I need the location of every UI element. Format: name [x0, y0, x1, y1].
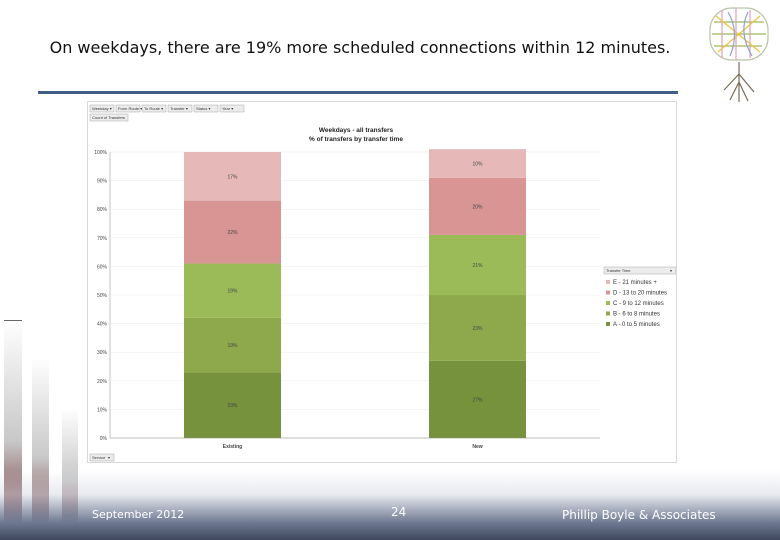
data-label: 19% [227, 289, 238, 295]
svg-text:Year ▾: Year ▾ [222, 106, 233, 111]
axis-button[interactable]: Service ▾ [89, 453, 115, 462]
bars: 23% 19% 19% 22% 17% 27% 23% 21% 20% 10% [184, 149, 526, 438]
y-tick-label: 0% [100, 436, 108, 442]
x-tick-label: Existing [223, 444, 242, 450]
y-tick-label: 60% [97, 264, 108, 270]
title-divider [38, 91, 678, 94]
data-label: 17% [227, 174, 238, 180]
legend-label: C - 9 to 12 minutes [613, 301, 664, 307]
page-number: 24 [391, 505, 407, 519]
data-label: 19% [227, 343, 238, 349]
bar-segment-b [184, 317, 281, 373]
legend-swatch [606, 290, 610, 295]
filter-button[interactable]: Transfer ▾ [167, 104, 193, 113]
y-tick-label: 10% [97, 407, 108, 413]
footer-band [0, 470, 780, 540]
pivot-chart: Weekday ▾ From Route ▾ To Route ▾ Transfer … [87, 101, 677, 463]
field-button[interactable]: Count of Transfers [89, 113, 129, 122]
bar-segment-c [184, 263, 281, 318]
y-tick-label: 50% [97, 293, 108, 299]
tree-logo-icon [709, 7, 769, 102]
bar-segment-e [184, 152, 281, 201]
legend-swatch [606, 301, 610, 305]
footer-date: September 2012 [92, 508, 185, 521]
legend-dropdown[interactable]: Transfer Time ▾ [603, 266, 676, 275]
svg-text:From Route ▾: From Route ▾ [118, 106, 142, 111]
y-tick-label: 90% [97, 179, 108, 185]
y-tick-label: 40% [97, 322, 108, 328]
legend-swatch [606, 322, 610, 326]
filter-button[interactable]: Status ▾ [193, 104, 219, 113]
svg-text:Transfer ▾: Transfer ▾ [170, 106, 188, 111]
bar-segment-a [429, 360, 526, 438]
legend-swatch [606, 311, 610, 316]
svg-text:Status ▾: Status ▾ [196, 106, 210, 111]
bar-segment-e [429, 149, 526, 178]
legend-label: D - 13 to 20 minutes [613, 291, 667, 297]
data-label: 10% [472, 161, 483, 167]
chevron-down-icon: ▾ [670, 268, 672, 273]
y-tick-label: 70% [97, 236, 108, 242]
data-label: 23% [472, 326, 483, 332]
svg-text:To Route ▾: To Route ▾ [144, 106, 163, 111]
data-label: 27% [472, 397, 483, 403]
chart-title: Weekdays - all transfers [319, 127, 394, 134]
bar-segment-c [429, 234, 526, 295]
legend-label: E - 21 minutes + [613, 280, 657, 286]
svg-text:Service: Service [92, 455, 106, 460]
y-tick-label: 80% [97, 207, 108, 213]
svg-text:Transfer Time: Transfer Time [606, 268, 631, 273]
x-axis: Existing New [110, 437, 600, 450]
filter-button[interactable]: Year ▾ [219, 104, 245, 113]
data-label: 21% [472, 263, 483, 269]
legend-label: B - 6 to 8 minutes [613, 312, 660, 318]
bar-segment-b [429, 295, 526, 361]
footer-organization: Phillip Boyle & Associates [562, 508, 716, 522]
slide-title: On weekdays, there are 19% more schedule… [49, 38, 671, 57]
bar-segment-d [184, 200, 281, 264]
data-label: 23% [227, 403, 238, 409]
legend-swatch [606, 280, 610, 284]
bar-segment-a [184, 372, 281, 438]
chart-subtitle: % of transfers by transfer time [309, 136, 403, 143]
svg-text:Count of Transfers: Count of Transfers [92, 115, 125, 120]
x-tick-label: New [472, 444, 482, 450]
y-tick-label: 100% [94, 150, 107, 156]
svg-text:Weekday ▾: Weekday ▾ [92, 106, 112, 111]
data-label: 20% [472, 204, 483, 210]
y-tick-label: 20% [97, 379, 108, 385]
chevron-down-icon: ▾ [108, 455, 110, 460]
pivot-filter-buttons: Weekday ▾ From Route ▾ To Route ▾ Transfer … [89, 104, 245, 113]
filter-button[interactable]: To Route ▾ [141, 104, 167, 113]
bar-segment-d [429, 177, 526, 235]
y-tick-label: 30% [97, 350, 108, 356]
chart-canvas: Weekday ▾ From Route ▾ To Route ▾ Transfer … [89, 104, 676, 462]
filter-button[interactable]: Weekday ▾ [89, 104, 115, 113]
filter-button[interactable]: From Route ▾ [115, 104, 142, 113]
data-label: 22% [227, 230, 238, 236]
legend-label: A - 0 to 5 minutes [613, 322, 660, 328]
legend: Transfer Time ▾ E - 21 minutes + D - 13 t… [603, 266, 676, 328]
